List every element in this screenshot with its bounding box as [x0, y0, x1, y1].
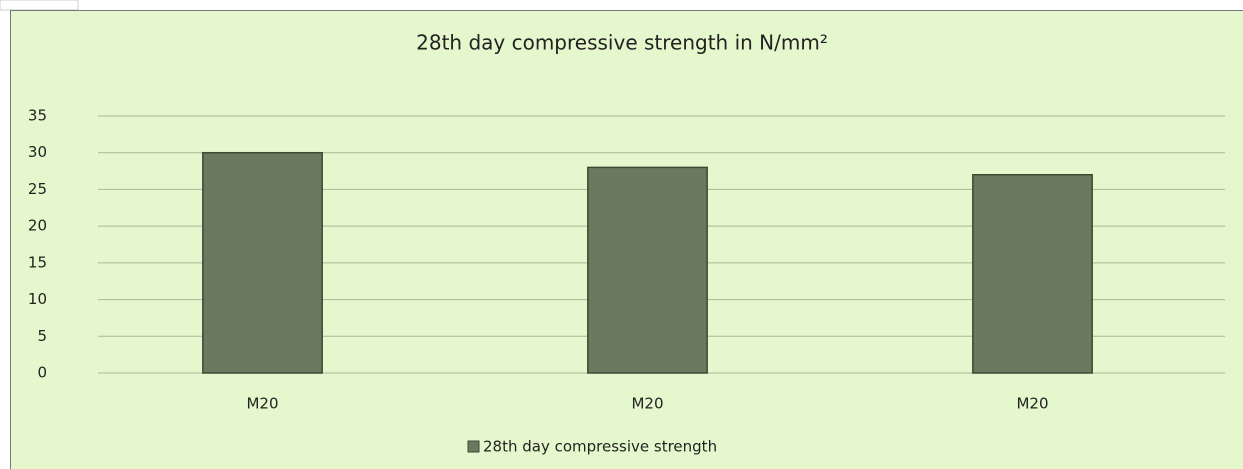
x-tick-label: M20	[246, 395, 278, 413]
y-tick-label: 20	[28, 217, 47, 235]
y-tick-label: 10	[28, 290, 47, 308]
x-tick-label: M20	[1016, 395, 1048, 413]
y-tick-label: 25	[28, 180, 47, 198]
x-tick-label: M20	[631, 395, 663, 413]
bar	[587, 166, 708, 374]
legend-swatch	[467, 440, 480, 453]
corner-box	[0, 0, 79, 11]
y-tick-label: 30	[28, 143, 47, 161]
chart-title: 28th day compressive strength in N/mm²	[416, 31, 828, 55]
y-tick-label: 5	[37, 327, 47, 345]
y-tick-label: 35	[28, 107, 47, 125]
bar	[202, 151, 323, 374]
y-tick-label: 15	[28, 253, 47, 271]
y-tick-label: 0	[37, 364, 47, 382]
bar	[972, 173, 1093, 374]
legend-label: 28th day compressive strength	[483, 438, 717, 456]
